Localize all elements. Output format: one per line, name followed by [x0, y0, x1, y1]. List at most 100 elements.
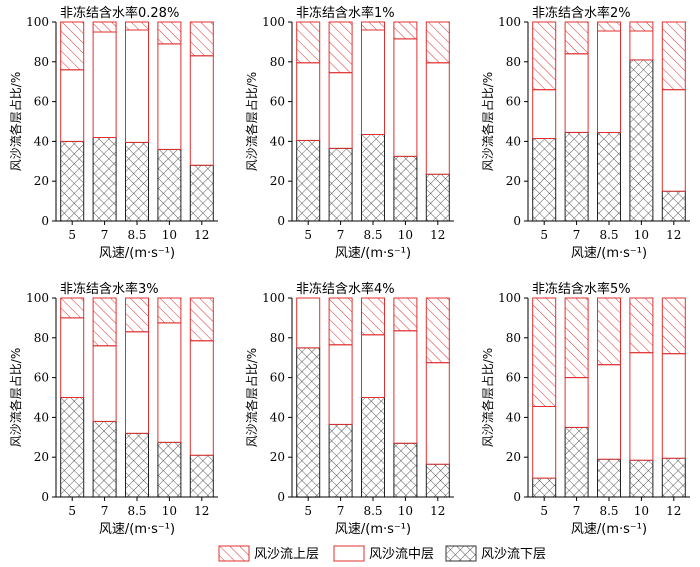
bar-segment: [661, 21, 686, 91]
y-axis-label: 风沙流各层占比/%: [8, 72, 23, 171]
bar-segment: [361, 21, 385, 31]
bar-segment: [328, 72, 353, 149]
x-tick-label: 7: [337, 228, 345, 242]
bar-segment: [629, 21, 654, 32]
bar-segment: [189, 454, 214, 498]
bar-segment: [425, 362, 450, 465]
bar-segment: [425, 21, 450, 64]
bar-segment: [328, 344, 353, 425]
bar-segment: [60, 69, 85, 142]
panel-title: 非冻结含水率3%: [60, 281, 159, 297]
bar-segment: [661, 457, 686, 498]
bar-segment: [92, 136, 117, 222]
bar-segment: [425, 463, 450, 498]
y-tick-label: 80: [270, 55, 285, 69]
bar-segment: [597, 30, 621, 133]
y-tick-label: 40: [270, 410, 285, 424]
bar-segment: [597, 131, 621, 222]
bar-segment: [60, 397, 85, 498]
x-tick-label: 8.5: [599, 504, 618, 518]
bar-segment: [296, 297, 321, 349]
y-tick-label: 0: [277, 490, 285, 504]
bar-segment: [564, 426, 589, 498]
y-tick-label: 0: [513, 214, 521, 228]
chart-panel: 5 7 8.5 10 12 0 20 40 60 80 100 非冻结含水率3% 风沙流各层占比/% 风速…: [8, 281, 218, 537]
bar-segment: [361, 397, 385, 498]
x-tick-label: 12: [430, 228, 445, 242]
y-tick-label: 80: [270, 331, 285, 345]
bar-segment: [661, 190, 686, 222]
bar-segment: [629, 59, 654, 222]
x-tick-label: 10: [162, 504, 177, 518]
x-tick-label: 12: [430, 504, 445, 518]
bar-segment: [157, 148, 182, 222]
bar-segment: [92, 345, 117, 422]
bar-segment: [393, 155, 418, 222]
x-tick-label: 12: [194, 228, 209, 242]
bar-segment: [157, 43, 182, 150]
bar-segment: [629, 30, 654, 61]
legend-swatch-lower: [445, 545, 477, 562]
panel-title: 非冻结含水率2%: [532, 5, 631, 21]
bar-segment: [361, 334, 385, 398]
x-tick-label: 7: [101, 228, 109, 242]
bar-segment: [296, 21, 321, 64]
y-tick-label: 0: [513, 490, 521, 504]
x-tick-label: 5: [68, 504, 76, 518]
bar-segment: [92, 21, 117, 33]
y-tick-label: 60: [270, 371, 285, 385]
bar-segment: [296, 139, 321, 222]
x-tick-label: 10: [634, 504, 649, 518]
bar-segment: [629, 459, 654, 498]
legend-label-middle: 风沙流中层: [369, 547, 434, 562]
bar-segment: [328, 423, 353, 498]
bar-segment: [564, 297, 589, 379]
bar-segment: [92, 420, 117, 498]
y-tick-label: 100: [498, 291, 521, 305]
x-tick-label: 8.5: [127, 228, 146, 242]
bar-segment: [532, 21, 557, 91]
bar-segment: [597, 364, 621, 460]
bar-segment: [189, 164, 214, 222]
bar-segment: [393, 442, 418, 498]
bar-segment: [60, 297, 85, 319]
y-tick-label: 60: [34, 95, 49, 109]
x-axis-label: 风速/(m·s⁻¹): [335, 522, 411, 537]
bar-segment: [189, 55, 214, 166]
x-tick-label: 5: [68, 228, 76, 242]
bar-segment: [328, 297, 353, 346]
y-tick-label: 100: [498, 15, 521, 29]
bar-segment: [60, 21, 85, 71]
chart-panel: 5 7 8.5 10 12 0 20 40 60 80 100 非冻结含水率1% 风沙流各层占比/% 风速…: [244, 5, 454, 261]
y-tick-label: 80: [506, 55, 521, 69]
x-axis-label: 风速/(m·s⁻¹): [571, 522, 647, 537]
bar-segment: [532, 406, 557, 479]
y-tick-label: 100: [262, 15, 285, 29]
bar-segment: [393, 330, 418, 444]
legend-swatch-upper: [218, 545, 250, 562]
x-tick-label: 7: [101, 504, 109, 518]
x-tick-label: 12: [666, 504, 681, 518]
y-tick-label: 0: [41, 214, 49, 228]
panel-title: 非冻结含水率1%: [296, 5, 395, 21]
y-tick-label: 100: [26, 15, 49, 29]
x-axis-label: 风速/(m·s⁻¹): [99, 246, 175, 261]
y-tick-label: 80: [506, 331, 521, 345]
bar-segment: [157, 21, 182, 45]
y-axis-label: 风沙流各层占比/%: [244, 72, 259, 171]
x-axis-label: 风速/(m·s⁻¹): [335, 246, 411, 261]
bar-segment: [425, 62, 450, 175]
y-tick-label: 40: [506, 410, 521, 424]
x-tick-label: 8.5: [363, 228, 382, 242]
bar-segment: [92, 31, 117, 138]
bar-segment: [661, 353, 686, 459]
x-axis-label: 风速/(m·s⁻¹): [571, 246, 647, 261]
y-tick-label: 20: [270, 174, 285, 188]
x-tick-label: 12: [666, 228, 681, 242]
x-axis-label: 风速/(m·s⁻¹): [99, 522, 175, 537]
chart-panel: 5 7 8.5 10 12 0 20 40 60 80 100 非冻结含水率4% 风沙流各层占比/% 风速…: [244, 281, 454, 537]
bar-segment: [532, 89, 557, 139]
bar-segment: [629, 352, 654, 461]
y-tick-label: 60: [506, 371, 521, 385]
y-tick-label: 40: [34, 134, 49, 148]
